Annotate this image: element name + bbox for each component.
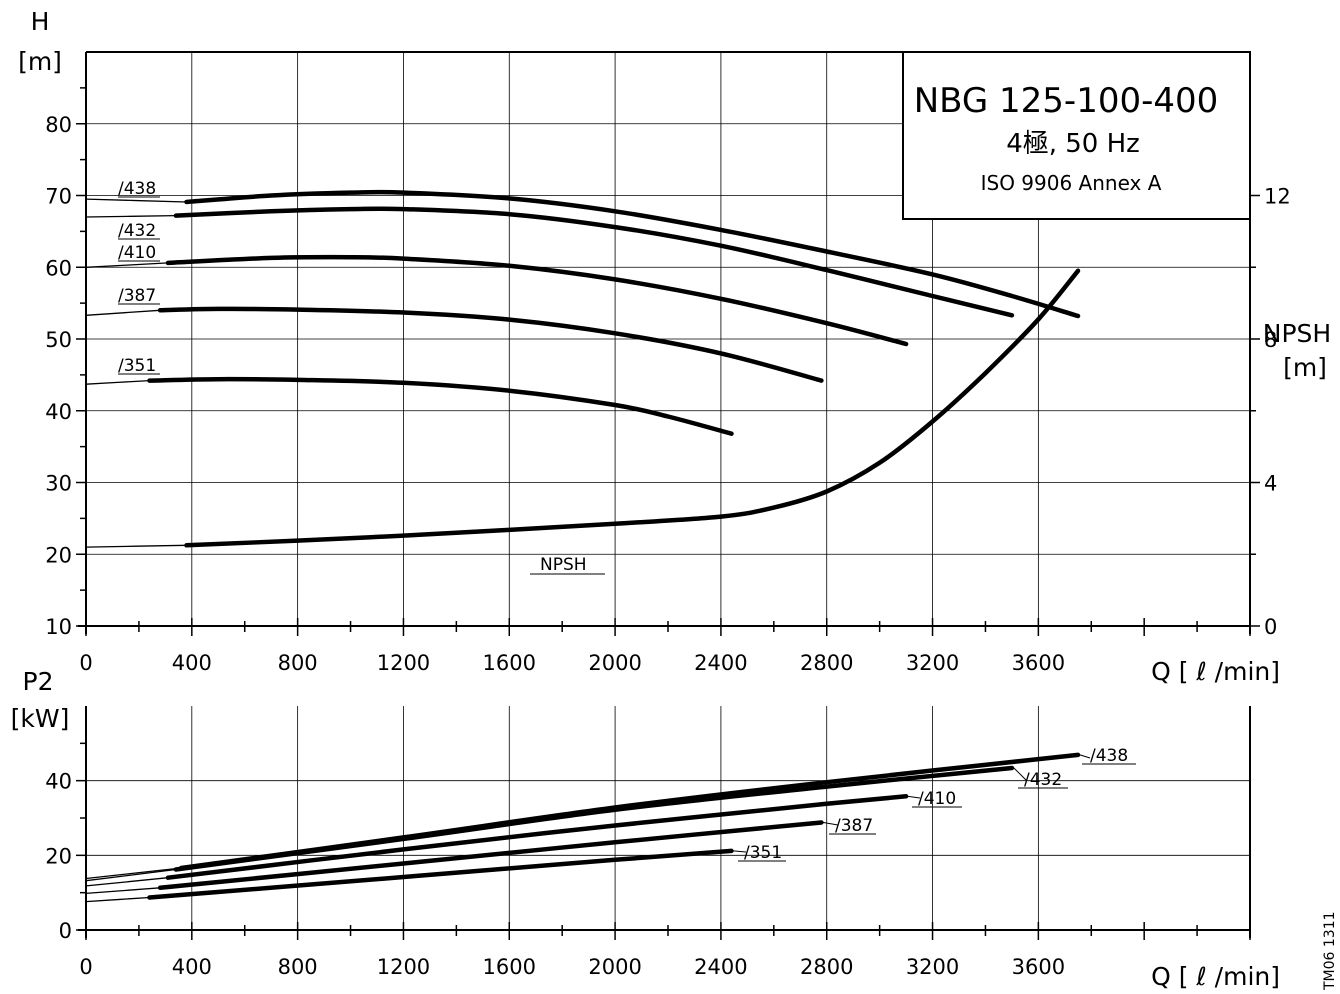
head-x-tick-label: 400	[172, 651, 212, 675]
head-label-432: /432	[118, 221, 156, 241]
head-curve-387-extension	[85, 309, 161, 316]
head-x-tick-label: 1200	[377, 651, 430, 675]
power-curve-387-extension	[85, 887, 161, 895]
head-curve-438-extension	[85, 198, 187, 203]
head-grid: 0 400 800 1200 1600 2000 2400 2800 3200 360010203…	[45, 51, 1291, 675]
power-x-tick-label: 2400	[694, 955, 747, 979]
power-curve-410	[165, 794, 909, 880]
chart-title-poles: 4極, 50 Hz	[1006, 129, 1140, 159]
power-x-tick-label: 1200	[377, 955, 430, 979]
chart-title-standard: ISO 9906 Annex A	[981, 171, 1162, 195]
power-label-432: /432	[1024, 770, 1062, 790]
power-label-438: /438	[1090, 746, 1128, 766]
power-y-tick-label: 0	[59, 919, 72, 943]
npsh-axis-title-symbol: NPSH	[1263, 319, 1331, 348]
npsh-y-tick-label: 4	[1264, 472, 1277, 496]
power-x-tick-label: 1600	[483, 955, 536, 979]
power-leader-351	[733, 850, 747, 853]
power-label-387: /387	[835, 816, 873, 836]
power-label-410: /410	[918, 789, 956, 809]
title-box	[902, 51, 1251, 220]
head-curve-351-extension	[85, 379, 150, 385]
power-leader-387	[823, 821, 839, 826]
head-x-tick-label: 2000	[588, 651, 641, 675]
head-x-tick-label: 3200	[906, 651, 959, 675]
head-x-tick-label: 800	[278, 651, 318, 675]
power-curve-351-extension	[85, 896, 150, 903]
npsh-curves	[85, 268, 1081, 548]
power-x-tick-label: 800	[278, 955, 318, 979]
head-y-tick-label: 40	[45, 400, 72, 424]
drawing-code: TM06 1311	[1322, 911, 1338, 991]
npsh-y-tick-label: 8	[1264, 328, 1277, 352]
power-x-tick-label: 0	[79, 955, 92, 979]
npsh-y-tick-label: 12	[1264, 185, 1291, 209]
power-axis-title-unit: [kW]	[11, 704, 70, 733]
head-y-tick-label: 50	[45, 328, 72, 352]
head-x-tick-label: 2400	[694, 651, 747, 675]
head-label-387: /387	[118, 286, 156, 306]
chart-title-model: NBG 125-100-400	[914, 81, 1219, 121]
power-x-tick-label: 2800	[800, 955, 853, 979]
power-x-axis-title: Q [ ℓ /min]	[1151, 962, 1280, 991]
power-x-tick-label: 3200	[906, 955, 959, 979]
head-x-tick-label: 2800	[800, 651, 853, 675]
npsh-curve-npsh	[184, 268, 1081, 548]
head-label-351: /351	[118, 356, 156, 376]
power-leader-432	[1013, 767, 1027, 781]
head-label-410: /410	[118, 243, 156, 263]
power-curves	[85, 752, 1081, 903]
head-x-tick-label: 1600	[483, 651, 536, 675]
head-x-tick-label: 0	[79, 651, 92, 675]
head-y-tick-label: 60	[45, 256, 72, 280]
power-y-tick-label: 40	[45, 770, 72, 794]
head-label-438: /438	[118, 179, 156, 199]
power-curve-351	[147, 848, 734, 900]
head-axis-title-unit: [m]	[18, 47, 62, 76]
head-y-tick-label: 10	[45, 615, 72, 639]
power-curve-387	[157, 820, 824, 891]
head-curve-432	[173, 206, 1015, 318]
npsh-axis-title-unit: [m]	[1283, 353, 1327, 382]
head-x-axis-title: Q [ ℓ /min]	[1151, 657, 1280, 686]
head-axis-title-symbol: H	[31, 7, 50, 36]
power-leader-438	[1079, 754, 1091, 759]
power-x-tick-label: 400	[172, 955, 212, 979]
power-curve-410-extension	[85, 877, 169, 887]
head-curve-432-extension	[85, 214, 176, 218]
head-curve-351	[147, 376, 734, 436]
head-curve-387	[157, 306, 824, 383]
labels: /438/432/410/387/351 NPSH/438/432/410/387…	[118, 179, 1136, 863]
npsh-y-tick-label: 0	[1264, 615, 1277, 639]
head-curve-410-extension	[85, 262, 169, 268]
power-y-tick-label: 20	[45, 844, 72, 868]
power-grid: 0 400 800 1200 1600 2000 2400 2800 3200 3600 0 20 40	[45, 706, 1251, 979]
power-x-tick-label: 3600	[1012, 955, 1065, 979]
power-curve-432-extension	[85, 868, 176, 882]
npsh-label: NPSH	[540, 555, 587, 575]
power-label-351: /351	[744, 843, 782, 863]
head-curves	[85, 189, 1081, 436]
power-x-tick-label: 2000	[588, 955, 641, 979]
power-axis-title-symbol: P2	[23, 667, 54, 696]
head-curve-410	[165, 254, 909, 347]
head-y-tick-label: 30	[45, 472, 72, 496]
head-y-tick-label: 20	[45, 543, 72, 567]
head-y-tick-label: 70	[45, 185, 72, 209]
head-curve-438	[184, 189, 1081, 319]
power-curve-432	[173, 765, 1015, 872]
power-leader-410	[908, 795, 921, 799]
head-x-tick-label: 3600	[1012, 651, 1065, 675]
npsh-curve-npsh-extension	[85, 544, 187, 548]
head-y-tick-label: 80	[45, 113, 72, 137]
